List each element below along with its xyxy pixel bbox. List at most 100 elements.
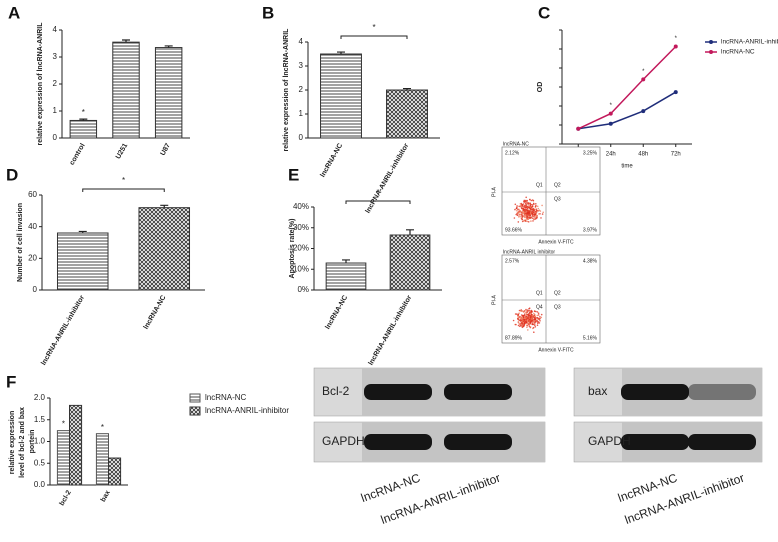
- event-dot: [527, 204, 530, 206]
- event-dot: [516, 209, 518, 212]
- y-tick-label: 4: [299, 37, 304, 46]
- event-dot: [523, 324, 526, 327]
- quadrant-label: Q1: [536, 182, 543, 188]
- event-dot: [521, 214, 524, 217]
- event-dot: [531, 210, 533, 212]
- significance-mark: *: [372, 23, 375, 32]
- event-dot: [525, 214, 527, 216]
- x-tick-label: lncRNA-NC: [143, 294, 168, 330]
- event-dot: [519, 205, 521, 208]
- bar: [69, 404, 83, 486]
- event-dot: [525, 318, 527, 320]
- event-dot: [535, 321, 537, 323]
- legend-label: lncRNA-NC: [205, 393, 247, 402]
- event-dot: [528, 320, 530, 322]
- event-dot: [536, 214, 538, 217]
- significance-bracket: [340, 35, 408, 39]
- event-dot: [527, 213, 529, 216]
- y-tick-label: 1: [53, 106, 58, 115]
- event-dot: [524, 315, 527, 317]
- event-dot: [529, 311, 531, 314]
- event-dot: [528, 210, 530, 212]
- event-dot: [522, 314, 525, 317]
- event-dot: [528, 215, 531, 218]
- significance-bracket: [345, 200, 411, 204]
- event-dot: [526, 212, 529, 215]
- event-dot: [533, 203, 535, 205]
- event-dot: [525, 311, 527, 314]
- blot-row-label: GAPDH: [322, 434, 365, 448]
- event-dot: [534, 206, 537, 208]
- event-dot: [539, 316, 541, 318]
- event-dot: [524, 206, 527, 209]
- event-dot: [525, 196, 527, 199]
- plot-frame: [501, 146, 601, 236]
- event-dot: [533, 320, 535, 322]
- event-dot: [524, 211, 527, 213]
- event-dot: [528, 325, 531, 328]
- event-dot: [520, 322, 522, 325]
- event-dot: [537, 312, 540, 315]
- event-dot: [540, 217, 542, 219]
- event-dot: [533, 322, 535, 324]
- quadrant-label: Q1: [536, 290, 543, 296]
- y-axis-label: relative expression level of bcl-2 and b…: [9, 405, 36, 478]
- event-dot: [535, 208, 538, 210]
- y-tick-label: 0.5: [34, 458, 46, 467]
- error-bar: [122, 39, 130, 43]
- event-dot: [517, 221, 520, 223]
- significance-mark: *: [675, 36, 678, 42]
- event-dot: [530, 313, 533, 316]
- quadrant-percent: 3.25%: [583, 150, 598, 156]
- y-tick-label: 0: [33, 285, 38, 294]
- event-dot: [529, 204, 532, 206]
- event-dot: [528, 206, 530, 209]
- event-dot: [538, 322, 541, 324]
- event-dot: [519, 320, 522, 322]
- point: [673, 44, 678, 49]
- x-tick-label: lncRNA-ANRIL-inhibitor: [40, 294, 86, 366]
- event-dot: [540, 313, 543, 316]
- event-dot: [534, 213, 537, 215]
- event-dot: [529, 202, 531, 204]
- y-tick-label: 1: [299, 109, 304, 118]
- axis-label: Annexin V-FITC: [538, 239, 574, 245]
- significance-mark: *: [376, 188, 379, 197]
- event-dot: [530, 309, 533, 312]
- event-dot: [540, 316, 543, 319]
- event-dot: [526, 322, 528, 324]
- quadrant-label: Q2: [554, 290, 561, 296]
- event-dot: [534, 326, 537, 328]
- error-bar: [406, 229, 414, 236]
- y-tick-label: 10%: [293, 264, 309, 273]
- event-dot: [521, 321, 524, 323]
- event-dot: [541, 213, 544, 215]
- x-tick-label: lncRNA-ANRIL-inhibitor: [368, 294, 414, 366]
- event-dot: [531, 319, 534, 322]
- blot-band: [364, 434, 432, 450]
- event-dot: [514, 208, 516, 211]
- event-dot: [519, 210, 522, 213]
- event-dot: [523, 215, 525, 217]
- event-dot: [535, 203, 537, 205]
- event-dot: [529, 206, 532, 208]
- event-dot: [517, 216, 520, 218]
- bar: [154, 47, 183, 139]
- quadrant-percent: 2.57%: [505, 258, 520, 264]
- event-dot: [533, 218, 535, 221]
- point: [673, 90, 678, 95]
- event-dot: [531, 199, 534, 201]
- event-dot: [527, 221, 530, 223]
- event-dot: [514, 203, 517, 206]
- y-tick-label: 1.5: [34, 415, 46, 424]
- event-dot: [526, 203, 528, 205]
- blot-row-label: Bcl-2: [322, 384, 350, 398]
- significance-mark: *: [122, 176, 125, 185]
- x-axis-label: time: [621, 164, 633, 170]
- event-dot: [516, 211, 519, 214]
- blot-lane-label: lncRNA-NC: [359, 471, 422, 505]
- y-tick-label: 2: [53, 79, 58, 88]
- event-dot: [526, 319, 529, 321]
- legend-label: lncRNA-ANRIL-inhibitor: [721, 39, 778, 46]
- point: [608, 111, 613, 116]
